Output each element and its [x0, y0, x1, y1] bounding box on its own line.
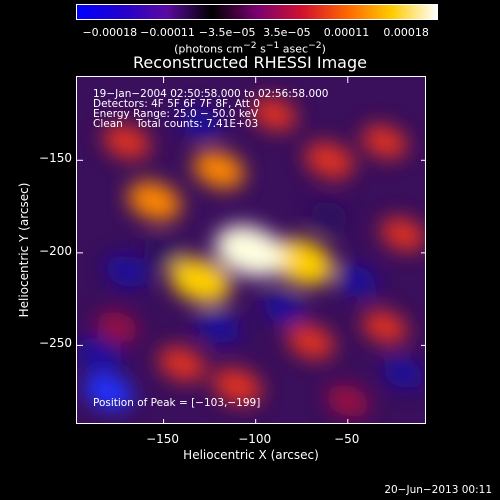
plot-area [76, 76, 426, 424]
emission-blob [158, 346, 206, 382]
x-tick-label: −100 [238, 432, 272, 446]
emission-blob [96, 311, 139, 343]
emission-blob [127, 181, 182, 221]
negative-blob [336, 265, 378, 296]
colorbar-tick-label: 3.5e−05 [263, 26, 311, 39]
emission-blob [362, 310, 408, 344]
negative-blob [77, 337, 122, 372]
info-time-range: 19−Jan−2004 02:50:58.000 to 02:56:58.000 [93, 88, 329, 100]
info-detectors: Detectors: 4F 5F 6F 7F 8F, Att 0 [93, 98, 260, 110]
x-axis-label: Heliocentric X (arcsec) [183, 448, 319, 462]
colorbar-tick-label: −3.5e−05 [198, 26, 256, 39]
emission-blob [287, 324, 335, 360]
colorbar-tick-label: 0.00011 [323, 26, 370, 39]
colorbar-tick-label: −0.00018 [82, 26, 138, 39]
emission-blob [269, 238, 334, 286]
timestamp: 20−Jun−2013 00:11 [384, 484, 492, 496]
emission-blob [362, 125, 408, 159]
emission-blob [212, 367, 262, 405]
chart-title: Reconstructed RHESSI Image [133, 53, 367, 72]
negative-blob [105, 255, 149, 288]
info-energy-range: Energy Range: 25.0 − 50.0 keV [93, 108, 259, 120]
negative-blob [179, 108, 222, 139]
y-tick-label: −200 [39, 243, 72, 258]
negative-blob [83, 373, 133, 410]
y-tick-label: −150 [39, 151, 72, 166]
negative-blob [197, 310, 241, 343]
axis-ticks [77, 77, 425, 423]
y-tick-label: −250 [39, 336, 72, 351]
colorbar-tick-label: 0.00018 [383, 26, 429, 39]
colorbar [76, 4, 438, 20]
negative-blob [262, 293, 304, 324]
negative-blob [143, 238, 184, 268]
emission-blob [326, 384, 370, 417]
emission-blob [103, 124, 151, 160]
emission-blob [193, 150, 245, 189]
x-tick-label: −150 [146, 432, 180, 446]
emission-blob [304, 142, 355, 179]
emission-blob [215, 225, 285, 277]
info-clean-counts: Clean Total counts: 7.41E+03 [93, 118, 259, 130]
x-tick-label: −50 [334, 432, 360, 446]
negative-blob [309, 201, 349, 231]
negative-blob [382, 357, 424, 389]
emission-blob [251, 97, 297, 131]
heatmap-svg [77, 77, 425, 423]
peak-position-label: Position of Peak = [−103,−199] [93, 397, 261, 409]
heatmap-blobs [77, 97, 425, 417]
emission-blob [169, 257, 232, 304]
emission-blob [380, 217, 425, 252]
colorbar-tick-label: −0.00011 [140, 26, 195, 39]
colorbar-units: (photons cm−2 s−1 asec−2) [174, 40, 326, 56]
y-axis-label: Heliocentric Y (arcsec) [17, 182, 31, 318]
